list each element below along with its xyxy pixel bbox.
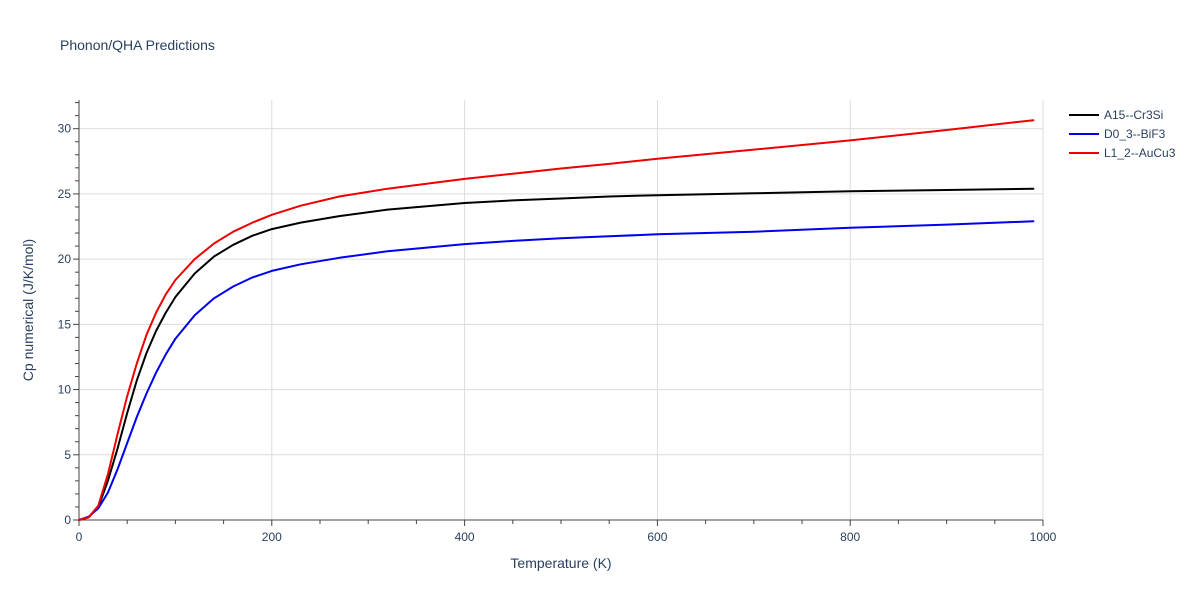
- x-ticks: 0 200 400 600 800 1000: [76, 520, 1057, 544]
- y-tick-label: 5: [64, 448, 71, 462]
- x-tick-label: 1000: [1030, 530, 1057, 544]
- legend-label: D0_3--BiF3: [1104, 127, 1166, 141]
- y-tick-label: 15: [58, 317, 72, 331]
- y-tick-label: 20: [58, 252, 72, 266]
- axes: [78, 100, 1043, 521]
- series-line-3: [78, 119, 1035, 521]
- x-tick-label: 400: [455, 530, 475, 544]
- legend[interactable]: A15--Cr3Si D0_3--BiF3 L1_2--AuCu3: [1069, 108, 1176, 160]
- series-line-2: [78, 220, 1035, 521]
- legend-item[interactable]: A15--Cr3Si: [1069, 108, 1163, 122]
- x-tick-label: 600: [647, 530, 667, 544]
- grid: [79, 100, 1044, 520]
- y-tick-label: 0: [64, 513, 71, 527]
- series-line-1: [78, 187, 1035, 521]
- legend-label: L1_2--AuCu3: [1104, 146, 1176, 160]
- y-tick-label: 30: [58, 122, 72, 136]
- y-tick-label: 10: [58, 383, 72, 397]
- y-axis-title: Cp numerical (J/K/mol): [20, 239, 36, 381]
- y-ticks: 0 5 10 15 20 25 30: [58, 102, 79, 527]
- legend-item[interactable]: L1_2--AuCu3: [1069, 146, 1176, 160]
- legend-item[interactable]: D0_3--BiF3: [1069, 127, 1166, 141]
- x-tick-label: 200: [262, 530, 282, 544]
- series-lines: [78, 119, 1035, 521]
- chart-title: Phonon/QHA Predictions: [60, 37, 215, 53]
- x-tick-label: 0: [76, 530, 83, 544]
- legend-label: A15--Cr3Si: [1104, 108, 1163, 122]
- y-tick-label: 25: [58, 187, 72, 201]
- x-axis-title: Temperature (K): [510, 555, 611, 571]
- x-tick-label: 800: [840, 530, 860, 544]
